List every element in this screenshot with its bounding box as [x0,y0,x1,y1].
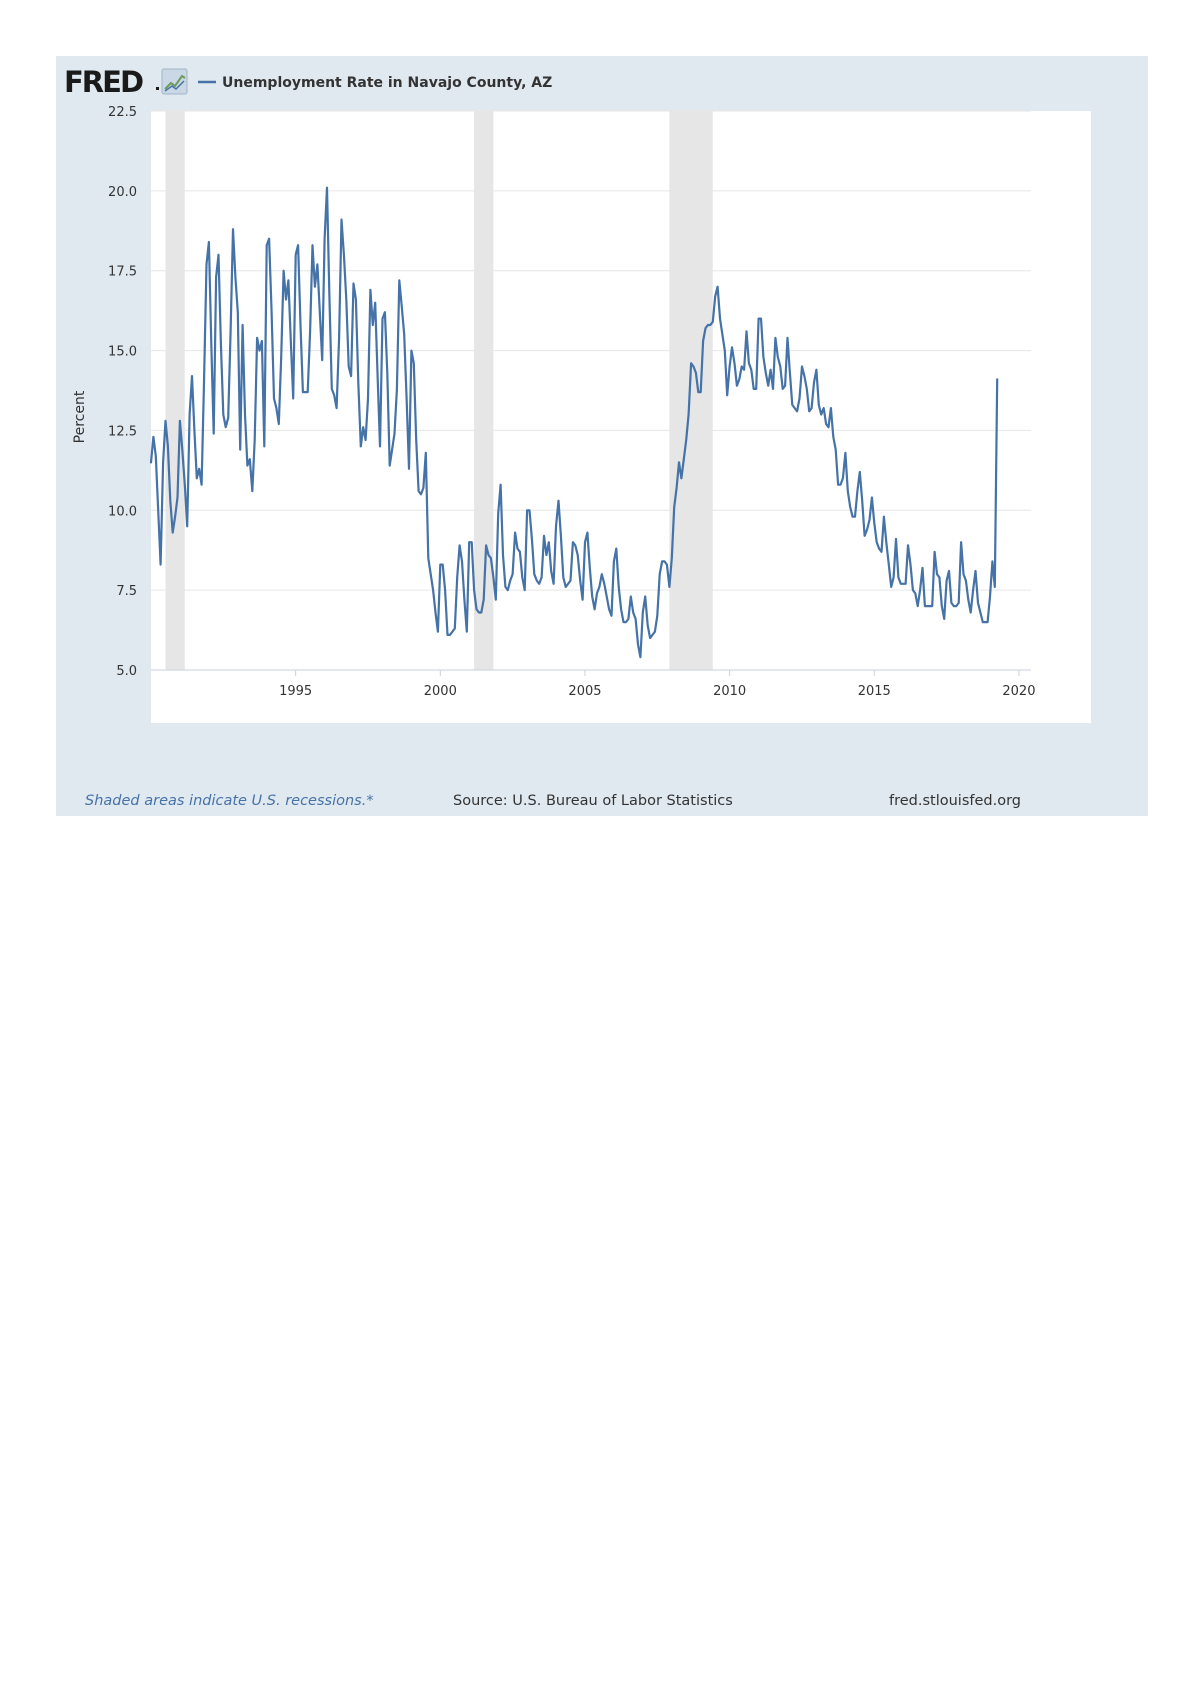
plot-area [151,111,1091,723]
x-tick-label: 2015 [858,684,891,699]
x-tick-label: 2005 [568,684,601,699]
recession-band-2 [474,111,494,670]
y-axis-title: Percent [72,390,88,443]
series-layer [149,186,999,659]
y-tick-label: 22.5 [108,105,137,120]
fred-logo-text: FRED [64,65,143,99]
fred-url[interactable]: fred.stlouisfed.org [889,793,1022,809]
x-tick-label: 2000 [424,684,457,699]
source-note: Source: U.S. Bureau of Labor Statistics [453,793,733,809]
y-tick-label: 17.5 [108,265,137,280]
y-tick-label: 5.0 [116,664,137,679]
x-tick-label: 2010 [713,684,746,699]
series-line-1[interactable] [149,186,999,659]
y-tick-label: 7.5 [116,584,137,599]
x-axis: 1995 2000 2005 2010 2015 2020 [279,670,1035,699]
y-tick-label: 15.0 [108,345,137,360]
gridlines [151,110,1031,671]
legend-label: Unemployment Rate in Navajo County, AZ [222,75,552,91]
chart-frame: FRED Unemployment Rate in Navajo County,… [56,56,1148,816]
chart: FRED Unemployment Rate in Navajo County,… [64,65,1091,723]
y-tick-label: 10.0 [108,504,137,519]
x-tick-label: 1995 [279,684,312,699]
y-axis: 5.0 7.5 10.0 12.5 15.0 17.5 20.0 22.5 [108,105,137,679]
x-tick-label: 2020 [1002,684,1035,699]
fred-logo[interactable]: FRED [64,65,188,99]
recession-band-1 [165,111,185,670]
y-tick-label: 20.0 [108,185,137,200]
y-tick-label: 12.5 [108,424,137,439]
chart-graph-icon [161,68,188,95]
logo-dot [156,87,159,90]
recession-band-3 [669,111,713,670]
recession-footnote: Shaded areas indicate U.S. recessions.* [85,793,374,809]
recession-bands [165,111,713,670]
